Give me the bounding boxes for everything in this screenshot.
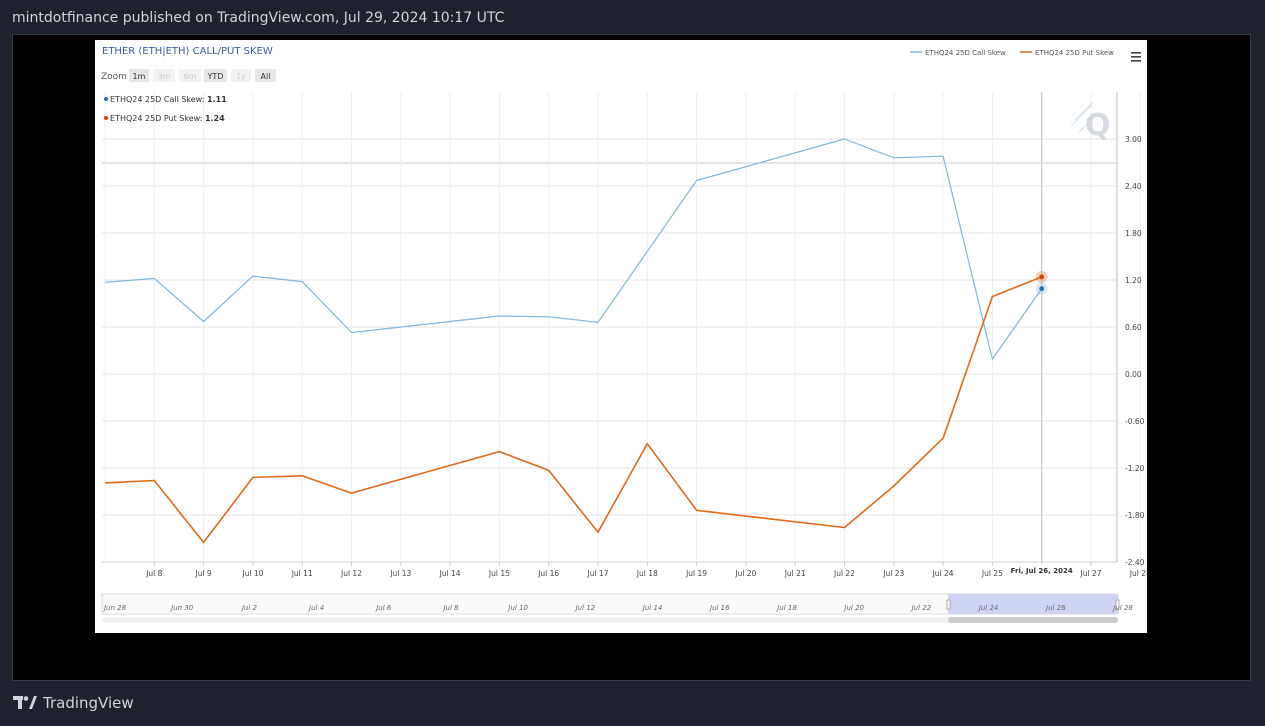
- zoom-button-bg: [179, 69, 201, 82]
- zoom-button-label: 6m: [184, 72, 197, 81]
- x-tick-label: Jul 28: [1129, 569, 1147, 578]
- zoom-button-bg: [129, 69, 149, 82]
- navigator-label: Jul 16: [708, 604, 730, 612]
- x-tick-label: Jul 10: [241, 569, 263, 578]
- y-tick-label: 1.20: [1125, 276, 1142, 285]
- x-tick-label: Jul 14: [439, 569, 461, 578]
- scrollbar-thumb[interactable]: [948, 617, 1118, 623]
- navigator-label: Jul 22: [910, 604, 932, 612]
- call-hover-point: [1039, 286, 1045, 292]
- x-tick-label: Jul 21: [784, 569, 806, 578]
- legend-label: ETHQ24 25D Put Skew: [1035, 49, 1114, 57]
- x-tick-label: Jul 27: [1080, 569, 1102, 578]
- x-tick-label: Jul 18: [636, 569, 658, 578]
- navigator-label: Jul 10: [506, 604, 528, 612]
- navigator-handle-left[interactable]: [946, 599, 951, 610]
- zoom-button-bg: [255, 69, 276, 82]
- zoom-button-ytd[interactable]: YTD: [204, 69, 227, 82]
- legend-item[interactable]: ETHQ24 25D Call Skew: [910, 49, 1006, 57]
- publication-header: mintdotfinance published on TradingView.…: [12, 10, 505, 26]
- call-skew-line: [104, 138, 1043, 360]
- x-tick-label: Jul 13: [389, 569, 411, 578]
- zoom-button-1y[interactable]: 1y: [231, 69, 251, 82]
- x-tick-label: Jul 9: [194, 569, 211, 578]
- y-tick-label: -0.60: [1125, 417, 1145, 426]
- y-tick-label: 0.60: [1125, 323, 1142, 332]
- x-tick-label: Jul 11: [291, 569, 313, 578]
- chart-title: ETHER (ETH|ETH) CALL/PUT SKEW: [102, 46, 273, 57]
- skew-chart[interactable]: -2.40 -1.80 -1.20 -0.60 0.00 0.60 1.20 1.80 2.40…: [95, 40, 1147, 633]
- footer-brand[interactable]: TradingView: [13, 694, 134, 712]
- x-tick-label: Jul 12: [340, 569, 362, 578]
- put-skew-line: [104, 276, 1042, 544]
- tooltip-line: ETHQ24 25D Put Skew: 1.24: [110, 114, 225, 123]
- navigator-label: Jun 28: [102, 604, 127, 612]
- navigator-label: Jul 28: [1111, 604, 1133, 612]
- tooltip: ETHQ24 25D Call Skew: 1.11 ETHQ24 25D Put…: [104, 95, 227, 123]
- navigator-label: Jun 30: [169, 604, 194, 612]
- tooltip-marker: [104, 97, 108, 101]
- x-tick-label: Jul 19: [685, 569, 707, 578]
- tooltip-marker: [104, 116, 108, 120]
- chart-container[interactable]: -2.40 -1.80 -1.20 -0.60 0.00 0.60 1.20 1.80 2.40…: [95, 40, 1147, 633]
- zoom-button-label: 1m: [133, 72, 146, 81]
- zoom-button-all[interactable]: All: [255, 69, 276, 82]
- legend-item[interactable]: ETHQ24 25D Put Skew: [1020, 49, 1114, 57]
- chart-legend[interactable]: ETHQ24 25D Call Skew ETHQ24 25D Put Skew: [910, 49, 1114, 57]
- tradingview-logo-icon: [13, 696, 37, 709]
- q-watermark-icon: Q: [1070, 101, 1111, 143]
- navigator-label: Jul 14: [641, 604, 663, 612]
- navigator-label: Jul 2: [240, 604, 258, 612]
- zoom-button-3m[interactable]: 3m: [153, 69, 175, 82]
- y-tick-label: 2.40: [1125, 182, 1142, 191]
- crosshair-date-label: Fri, Jul 26, 2024: [1011, 567, 1073, 575]
- x-tick-label: Jul 25: [981, 569, 1003, 578]
- legend-label: ETHQ24 25D Call Skew: [925, 49, 1006, 57]
- x-tick-label: Jul 17: [587, 569, 609, 578]
- y-tick-label: 1.80: [1125, 229, 1142, 238]
- navigator[interactable]: Jun 28 Jun 30 Jul 2 Jul 4 Jul 6 Jul 8 Jul 10 Ju…: [101, 593, 1133, 623]
- put-hover-point: [1039, 274, 1045, 280]
- zoom-button-bg: [204, 69, 227, 82]
- zoom-label: Zoom: [101, 72, 127, 82]
- y-tick-label: -1.80: [1125, 511, 1145, 520]
- navigator-label: Jul 12: [574, 604, 596, 612]
- x-tick-label: Jul 23: [882, 569, 904, 578]
- zoom-button-label: 3m: [158, 72, 171, 81]
- x-tick-label: Jul 20: [734, 569, 756, 578]
- navigator-selection[interactable]: [948, 594, 1118, 614]
- tooltip-line: ETHQ24 25D Call Skew: 1.11: [110, 95, 227, 104]
- x-tick-label: Jul 22: [833, 569, 855, 578]
- navigator-label: Jul 4: [307, 604, 324, 612]
- menu-icon[interactable]: [1131, 52, 1141, 62]
- navigator-label: Jul 8: [441, 604, 459, 612]
- crosshair-date-bg: [1011, 564, 1072, 577]
- navigator-label: Jul 20: [842, 604, 864, 612]
- zoom-button-label: YTD: [207, 72, 224, 81]
- x-tick-label: Jul 8: [145, 569, 162, 578]
- navigator-handle-right[interactable]: [1115, 599, 1120, 610]
- x-tick-label: Jul 15: [488, 569, 510, 578]
- scrollbar-track[interactable]: [102, 617, 1118, 623]
- y-tick-label: -2.40: [1125, 558, 1145, 567]
- navigator-label: Jul 18: [775, 604, 797, 612]
- svg-text:Q: Q: [1085, 108, 1111, 143]
- zoom-button-label: 1y: [236, 72, 246, 81]
- zoom-button-6m[interactable]: 6m: [179, 69, 201, 82]
- zoom-button-bg: [153, 69, 175, 82]
- zoom-button-1m[interactable]: 1m: [129, 69, 149, 82]
- x-tick-label: Jul 16: [537, 569, 559, 578]
- navigator-label: Jul 24: [977, 604, 999, 612]
- y-tick-label: 0.00: [1125, 370, 1142, 379]
- footer-brand-label: TradingView: [43, 694, 134, 712]
- navigator-label: Jul 26: [1044, 604, 1066, 612]
- zoom-button-bg: [231, 69, 251, 82]
- x-tick-label: Jul 24: [932, 569, 954, 578]
- navigator-label: Jul 6: [374, 604, 392, 612]
- zoom-button-label: All: [261, 72, 271, 81]
- y-tick-label: -1.20: [1125, 464, 1145, 473]
- y-tick-label: 3.00: [1125, 135, 1142, 144]
